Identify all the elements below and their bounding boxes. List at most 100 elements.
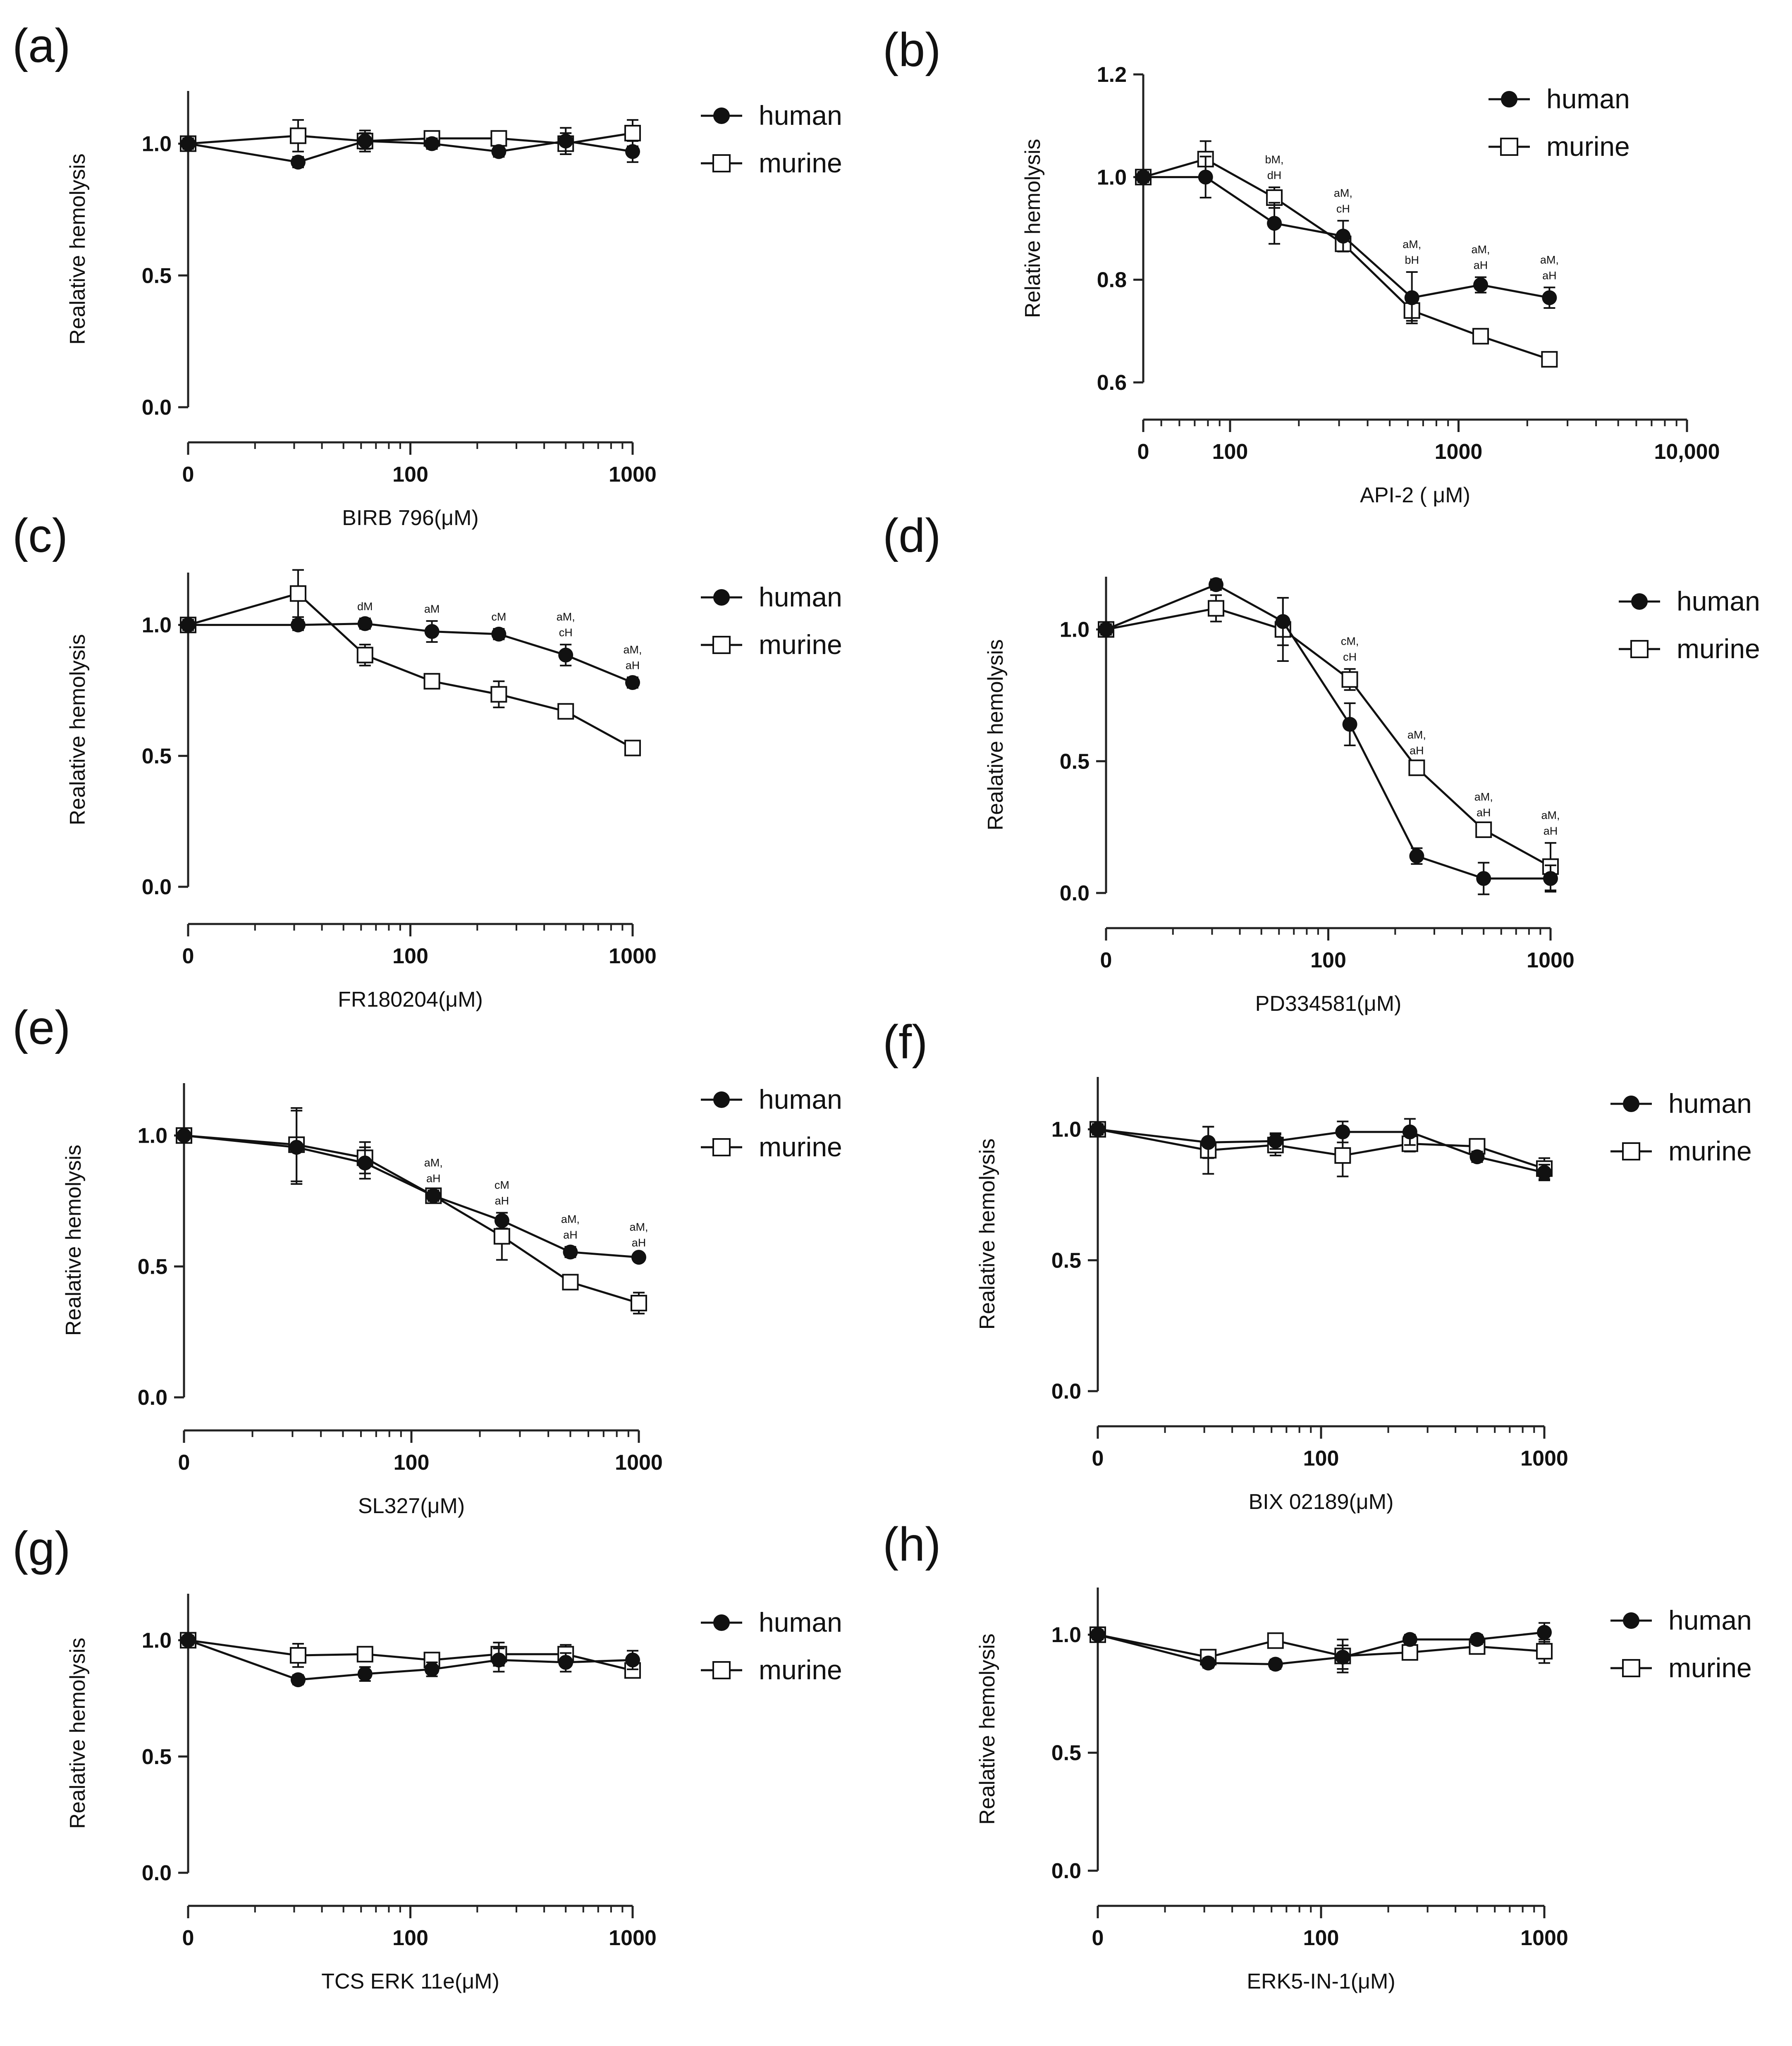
data-point-human [290,617,306,633]
significance-label: cM, [1341,635,1359,647]
x-tick-label: 100 [392,944,428,968]
panel-h: (h) 0.0 0.5 1.0 Realative hemolysis 0 100 1000 E… [883,1518,1752,1993]
x-tick-label: 1000 [1527,948,1575,972]
panel-letter: (c) [12,509,68,562]
significance-label: bH [1405,254,1419,266]
y-tick-label: 0.5 [142,744,172,768]
x-axis-title: TCS ERK 11e(μM) [321,1970,499,1993]
data-point-human [558,1654,573,1670]
y-tick-label: 1.0 [142,1629,172,1653]
data-point-human [1469,1632,1485,1647]
data-point-murine [1207,600,1224,617]
legend: human murine [701,1084,842,1162]
data-point-human [181,617,196,633]
data-point-human [558,134,573,149]
legend-marker-human [1501,91,1517,107]
x-tick-label: 0 [182,463,194,487]
x-tick-label: 0 [178,1451,190,1475]
y-tick-label: 0.8 [1097,268,1127,292]
data-point-murine [1541,351,1558,368]
data-point-human [631,1250,646,1265]
legend-marker-murine [712,154,731,172]
series-human [181,616,640,690]
y-tick-label: 0.0 [142,875,172,899]
data-point-human [1198,170,1213,185]
x-axis-title: API-2 ( μM) [1360,483,1470,507]
data-point-human [1537,1625,1552,1640]
legend-marker-human [713,589,730,606]
data-point-human [357,1156,373,1171]
y-tick-label: 0.0 [1060,881,1090,905]
series-murine [176,1107,647,1315]
x-tick-label: 1000 [1520,1926,1568,1950]
legend-marker-murine [1630,640,1649,658]
significance-label: aH [1410,744,1424,757]
data-point-human [181,136,196,151]
y-axis-title: Realative hemolysis [975,1633,999,1824]
data-point-human [1402,1632,1417,1647]
data-point-murine [423,673,440,690]
significance-label: cM [495,1179,509,1191]
legend-label-murine: murine [759,148,842,178]
significance-label: bM, [1265,153,1284,166]
data-point-human [290,1672,306,1688]
data-point-human [1537,1165,1552,1180]
legend-label-human: human [759,100,842,131]
data-point-human [1335,1650,1350,1665]
significance-label: dM [357,600,373,613]
y-tick-label: 0.5 [142,264,172,288]
legend-label-human: human [1677,586,1760,616]
x-tick-label: 0 [182,944,194,968]
legend-label-murine: murine [759,629,842,660]
data-point-human [1201,1655,1216,1671]
legend-marker-murine [712,1138,731,1156]
series-human [181,127,640,170]
data-point-human [1404,290,1419,306]
legend: human murine [1610,1605,1752,1683]
legend-label-human: human [759,1084,842,1115]
legend-label-human: human [1668,1605,1752,1635]
data-point-human [1267,216,1282,231]
y-tick-label: 0.5 [1051,1741,1081,1765]
data-point-human [563,1244,578,1260]
data-point-human [1275,614,1290,629]
legend-marker-murine [712,636,731,654]
x-tick-label: 0 [1137,440,1149,464]
data-point-murine [493,1228,510,1245]
significance-label: cH [559,626,573,639]
series-murine [1098,594,1559,891]
significance-label: dH [1267,169,1282,181]
data-point-human [491,1652,507,1668]
significance-label: aH [495,1195,509,1207]
y-tick-label: 1.0 [142,614,172,637]
data-point-human [290,155,306,170]
significance-label: aH [1544,825,1558,837]
panel-f: (f) 0.0 0.5 1.0 Realative hemolysis 0 100 1000 B… [883,1016,1752,1514]
y-tick-label: 0.0 [142,396,172,420]
y-tick-label: 1.0 [1097,165,1127,189]
y-axis-title: Realative hemolysis [66,634,90,825]
significance-label: aM, [1407,728,1426,741]
data-point-human [1543,871,1558,886]
legend: human murine [1619,586,1760,664]
panel-letter: (a) [12,19,71,72]
y-tick-label: 0.0 [138,1386,167,1410]
legend-marker-human [1631,593,1648,610]
data-point-murine [1267,1632,1284,1649]
data-point-murine [490,686,507,703]
data-point-human [1469,1149,1485,1165]
panel-letter: (b) [883,24,941,76]
data-point-human [289,1140,304,1155]
panel-letter: (f) [883,1016,928,1069]
panel-letter: (h) [883,1518,941,1571]
y-axis-title: Realative hemolysis [984,639,1008,830]
y-tick-label: 0.5 [142,1745,172,1769]
data-point-murine [562,1274,579,1291]
significance-label: aM, [1541,809,1560,821]
y-tick-label: 1.0 [1051,1623,1081,1647]
data-point-human [181,1633,196,1648]
legend-label-human: human [759,1607,842,1638]
y-axis-title: Relative hemolysis [1021,139,1045,318]
data-point-human [1409,848,1424,864]
y-tick-label: 0.6 [1097,371,1127,395]
